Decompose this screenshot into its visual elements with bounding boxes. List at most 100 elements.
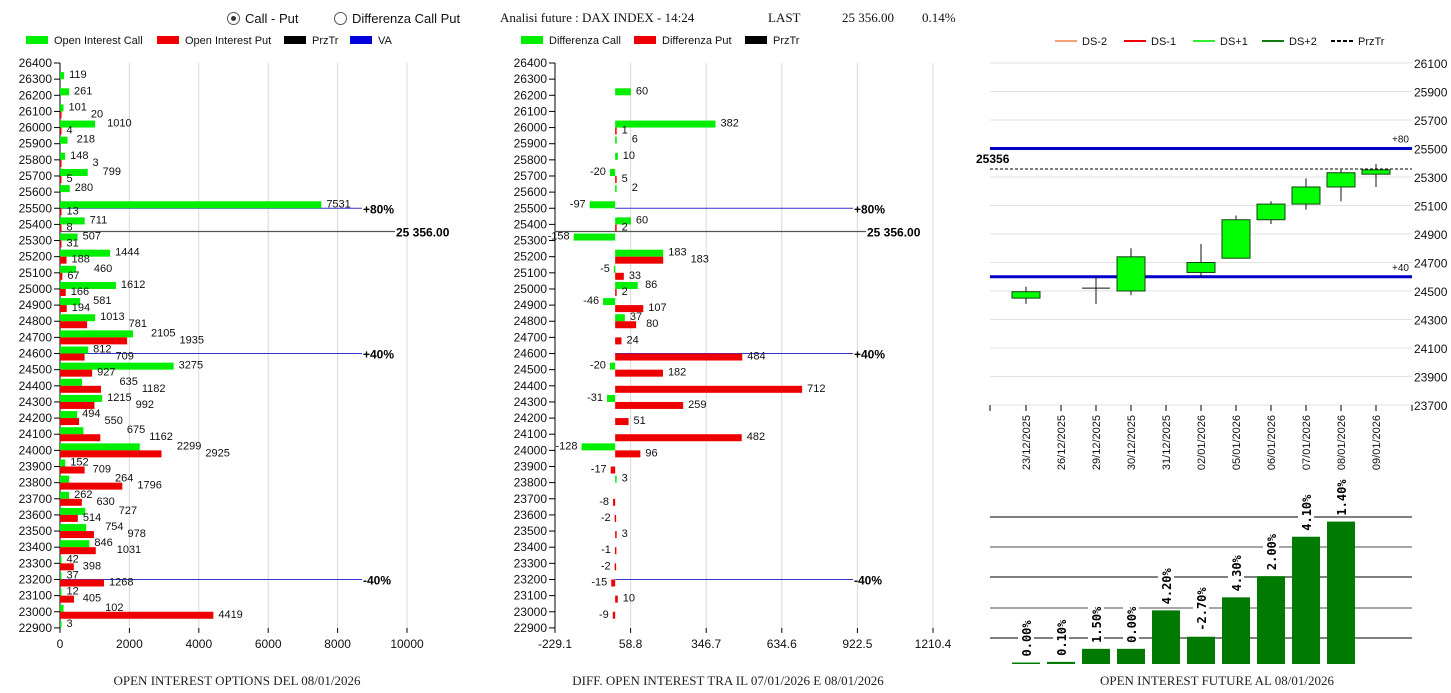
put-bar	[60, 514, 78, 522]
radio-call-put[interactable]: Call - Put	[227, 11, 298, 26]
przTr-label: 25356	[976, 152, 1010, 166]
put-bar	[60, 401, 95, 409]
legend-oi-call: Open Interest Call	[26, 35, 143, 47]
call-bar	[60, 265, 76, 273]
y-tick-label: 23400	[19, 540, 53, 554]
call-value-label: 152	[70, 457, 88, 469]
radio-differenza[interactable]: Differenza Call Put	[334, 11, 460, 26]
put-bar	[60, 579, 104, 587]
call-bar	[60, 330, 134, 338]
y-tick-label: 25700	[1414, 114, 1448, 128]
y-tick-label: 24500	[1414, 285, 1448, 299]
future-oi-label: 1.40%	[1335, 479, 1349, 516]
put-bar	[614, 563, 617, 571]
va-line-label: -40%	[854, 573, 882, 587]
candle-body	[1116, 256, 1146, 292]
call-value-label: -97	[570, 198, 586, 210]
call-bar	[60, 88, 70, 96]
future-oi-label: 4.10%	[1300, 494, 1314, 531]
x-tick-label: 346.7	[691, 637, 721, 651]
put-bar	[60, 208, 62, 216]
va-line-label: -40%	[363, 573, 391, 587]
put-bar	[615, 256, 664, 264]
put-value-label: 978	[128, 528, 146, 540]
put-value-label: 31	[67, 238, 79, 250]
y-tick-label: 25500	[19, 201, 53, 215]
legend-label: DS+1	[1220, 36, 1248, 48]
x-tick-label: 1210.4	[915, 637, 952, 651]
x-tick-label: 8000	[324, 637, 351, 651]
call-value-label: 10	[623, 150, 635, 162]
legend-label: Differenza Put	[662, 35, 732, 47]
put-value-label: 1796	[137, 480, 161, 492]
put-bar	[60, 127, 62, 135]
legend-oi-put: Open Interest Put	[157, 35, 271, 47]
call-value-label: 7531	[326, 198, 350, 210]
future-oi-bar	[1292, 536, 1320, 664]
legend-label: VA	[378, 35, 392, 47]
legend-label: PrzTr	[312, 35, 339, 47]
put-bar	[60, 611, 214, 619]
call-bar	[615, 314, 625, 322]
put-bar	[60, 175, 62, 183]
call-value-label: 1013	[100, 311, 124, 323]
future-oi-label: 0.00%	[1125, 606, 1139, 643]
candle-body	[1256, 203, 1286, 221]
put-value-label: 182	[668, 367, 686, 379]
put-value-label: 781	[129, 318, 147, 330]
y-tick-label: 26300	[19, 72, 53, 86]
put-value-label: 1935	[179, 334, 203, 346]
x-tick-label: 634.6	[767, 637, 797, 651]
put-value-label: 13	[67, 205, 79, 217]
call-value-label: 1612	[121, 279, 145, 291]
candle-body	[1186, 262, 1216, 273]
y-tick-label: 24900	[19, 298, 53, 312]
y-tick-label: 25100	[1414, 200, 1448, 214]
future-oi-bar	[1257, 576, 1285, 664]
x-tick-label: 23/12/2025	[1021, 415, 1033, 470]
last-value: 25 356.00	[842, 10, 894, 25]
y-tick-label: 26000	[19, 121, 53, 135]
put-bar	[611, 579, 616, 587]
y-tick-label: 25000	[19, 282, 53, 296]
y-tick-label: 26300	[514, 72, 548, 86]
y-tick-label: 24400	[19, 379, 53, 393]
call-bar	[613, 265, 616, 273]
y-tick-label: 26200	[19, 88, 53, 102]
put-value-label: -9	[599, 609, 609, 621]
y-tick-label: 25300	[19, 234, 53, 248]
put-bar	[615, 127, 617, 135]
call-value-label: 262	[74, 489, 92, 501]
legend-przTr: PrzTr	[284, 35, 338, 47]
put-bar	[60, 531, 94, 539]
future-oi-bar	[1327, 521, 1355, 664]
y-tick-label: 26400	[19, 56, 53, 70]
y-tick-label: 23300	[514, 556, 548, 570]
va-line-label: +40%	[854, 348, 885, 362]
chart-title: OPEN INTEREST FUTURE AL 08/01/2026	[1100, 673, 1335, 688]
x-tick-label: 29/12/2025	[1091, 415, 1103, 470]
radio-differenza-label: Differenza Call Put	[352, 11, 461, 26]
future-oi-bar	[1082, 648, 1110, 664]
future-oi-label: 4.20%	[1160, 567, 1174, 604]
call-bar	[60, 152, 66, 160]
put-value-label: 3	[92, 157, 98, 169]
y-tick-label: 23000	[514, 605, 548, 619]
put-bar	[60, 595, 75, 603]
put-value-label: 20	[91, 108, 103, 120]
call-bar	[615, 217, 631, 225]
call-bar	[60, 491, 70, 499]
y-tick-label: 23900	[514, 460, 548, 474]
y-tick-label: 23100	[19, 589, 53, 603]
call-value-label: 280	[75, 182, 93, 194]
call-bar	[60, 394, 103, 402]
call-value-label: 382	[720, 118, 738, 130]
call-bar	[60, 120, 96, 128]
call-value-label: 507	[83, 231, 101, 243]
przTr-label: 25 356.00	[396, 226, 450, 240]
put-value-label: 514	[83, 512, 101, 524]
legend-label: DS-2	[1082, 36, 1107, 48]
radio-call-put-label: Call - Put	[245, 11, 299, 26]
future-oi-label: 1.50%	[1090, 606, 1104, 643]
future-oi-label: 0.00%	[1020, 620, 1034, 657]
